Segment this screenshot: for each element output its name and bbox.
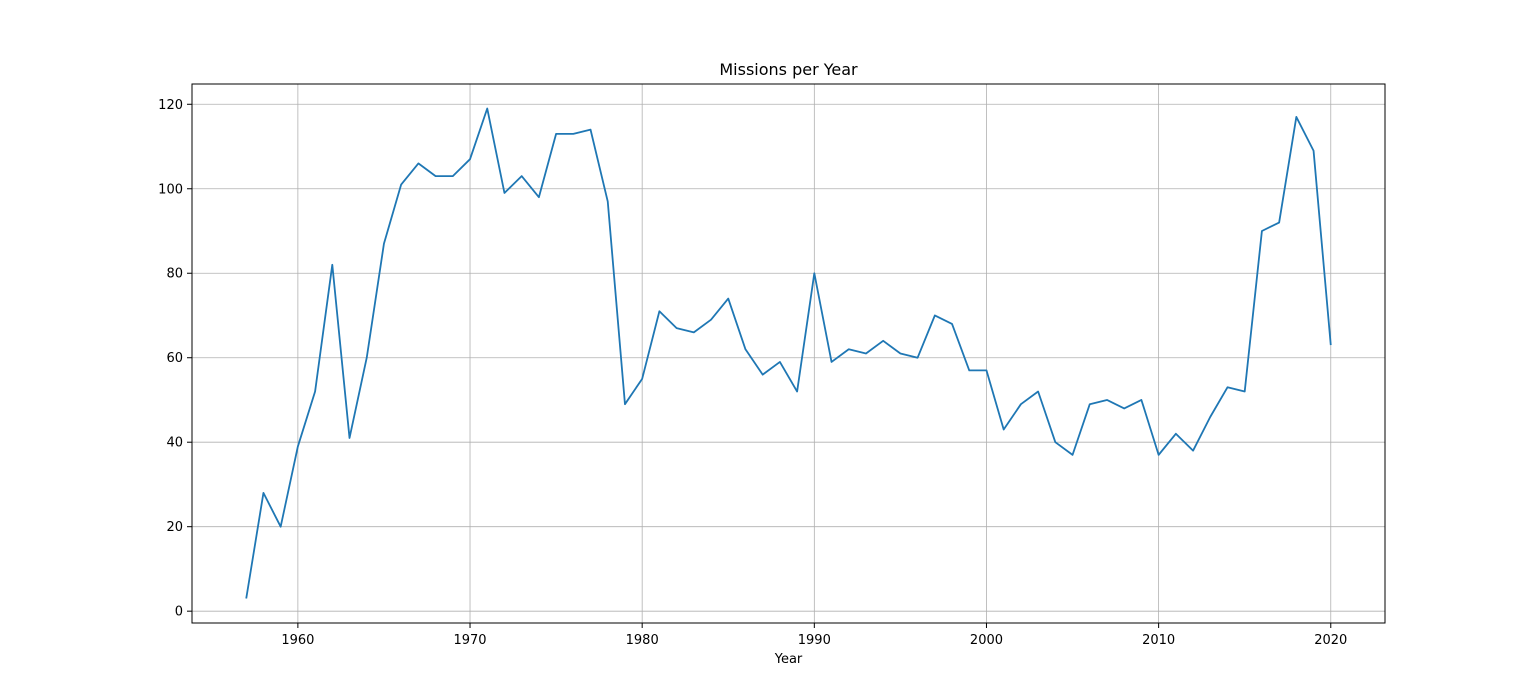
y-tick-label-100: 100 [158,182,183,197]
y-tick-label-80: 80 [166,267,183,282]
y-tick-label-20: 20 [166,520,183,535]
x-tick-label-2010: 2010 [1142,633,1175,648]
axes-frame [191,83,1386,624]
x-tick-label-1990: 1990 [798,633,831,648]
grid-lines [192,84,1385,623]
x-axis-label: Year [774,652,803,667]
y-tick-label-60: 60 [166,351,183,366]
x-tick-label-2020: 2020 [1314,633,1347,648]
x-tick-label-2000: 2000 [970,633,1003,648]
x-tick-label-1960: 1960 [281,633,314,648]
series-line-missions [245,107,1332,599]
y-tick-label-40: 40 [166,436,183,451]
plot-area [245,107,1332,599]
y-tick-label-0: 0 [175,605,183,620]
chart-title: Missions per Year [719,60,858,79]
x-tick-label-1970: 1970 [453,633,486,648]
y-tick-label-120: 120 [158,98,183,113]
x-tick-label-1980: 1980 [626,633,659,648]
y-axis-ticks: 0 20 40 60 80 100 120 [158,98,192,620]
x-axis-ticks: 1960 1970 1980 1990 2000 2010 2020 [281,623,1347,648]
